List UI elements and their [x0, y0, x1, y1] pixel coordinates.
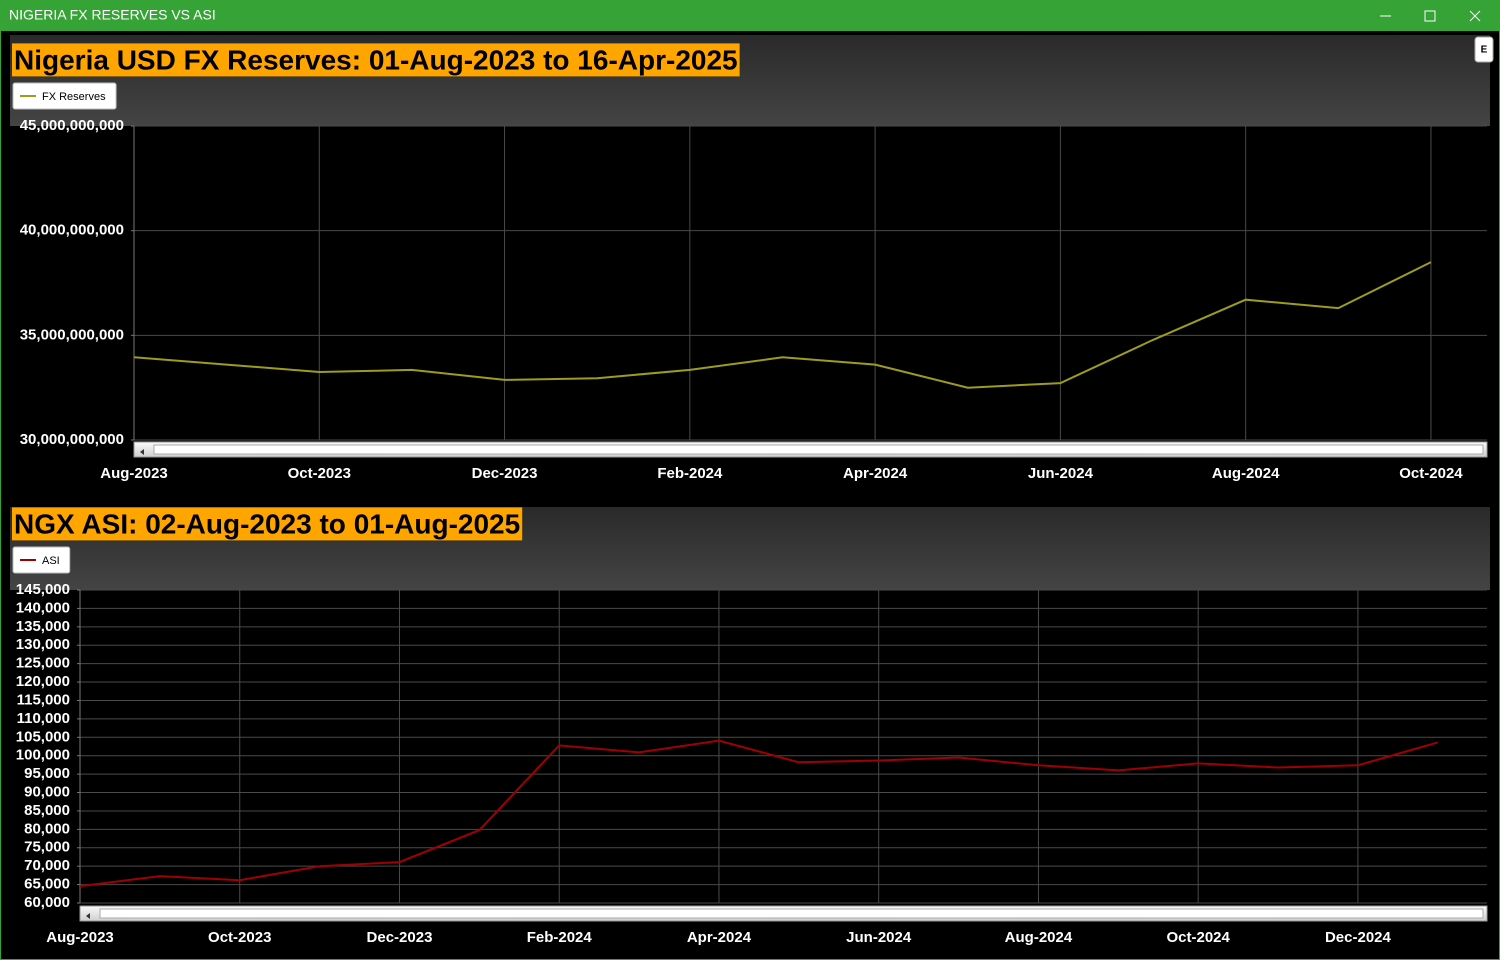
x-tick-label: Apr-2024	[843, 465, 908, 482]
y-tick-label: 70,000	[24, 857, 70, 874]
y-tick-label: 100,000	[16, 747, 70, 764]
legend-label: FX Reserves	[42, 91, 106, 103]
legend: FX Reserves	[12, 82, 117, 110]
legend-label: ASI	[42, 555, 60, 567]
x-tick-label: Dec-2024	[1325, 929, 1392, 946]
scroll-left-arrow	[86, 913, 90, 919]
scrollbar-thumb	[99, 908, 1484, 919]
x-tick-label: Oct-2024	[1166, 929, 1230, 946]
plot-area	[80, 590, 1487, 903]
title-bar	[0, 0, 1500, 31]
y-tick-label: 95,000	[24, 765, 70, 782]
y-tick-label: 40,000,000,000	[20, 222, 124, 239]
x-tick-label: Aug-2024	[1212, 465, 1280, 482]
e-button-label: E	[1481, 45, 1488, 56]
y-tick-label: 145,000	[16, 581, 70, 598]
chart-title-bg	[12, 507, 523, 541]
y-tick-label: 110,000	[17, 710, 70, 727]
e-button[interactable]	[1474, 36, 1494, 63]
x-tick-label: Aug-2023	[100, 465, 168, 482]
y-tick-label: 35,000,000,000	[20, 326, 124, 343]
y-tick-label: 115,000	[17, 691, 70, 708]
x-tick-label: Apr-2024	[687, 929, 752, 946]
window-title: NIGERIA FX RESERVES VS ASI	[9, 7, 216, 23]
y-tick-label: 105,000	[16, 728, 70, 745]
y-tick-label: 125,000	[16, 655, 70, 672]
close-button[interactable]	[1469, 10, 1481, 22]
data-line	[134, 261, 1432, 389]
x-tick-label: Dec-2023	[472, 465, 538, 482]
chart-panel: NGX ASI: 02-Aug-2023 to 01-Aug-2025 ASI 60…	[10, 507, 1490, 946]
legend: ASI	[12, 546, 71, 574]
x-tick-label: Dec-2023	[367, 929, 433, 946]
data-line	[80, 739, 1439, 888]
x-tick-label: Jun-2024	[1028, 465, 1094, 482]
x-tick-label: Oct-2024	[1399, 465, 1463, 482]
y-tick-label: 140,000	[16, 599, 70, 616]
y-tick-label: 65,000	[24, 876, 70, 893]
y-tick-label: 85,000	[24, 802, 70, 819]
x-tick-label: Oct-2023	[288, 465, 351, 482]
x-tick-label: Oct-2023	[208, 929, 271, 946]
y-tick-label: 45,000,000,000	[20, 117, 124, 134]
charts: Nigeria USD FX Reserves: 01-Aug-2023 to …	[10, 35, 1490, 946]
legend-box	[12, 546, 71, 574]
scroll-left-arrow	[140, 449, 144, 455]
y-tick-label: 120,000	[16, 673, 70, 690]
scrollbar-thumb	[153, 444, 1484, 455]
y-tick-label: 30,000,000,000	[20, 431, 124, 448]
y-tick-label: 130,000	[16, 636, 70, 653]
x-tick-label: Aug-2024	[1005, 929, 1073, 946]
x-tick-label: Jun-2024	[846, 929, 912, 946]
x-tick-label: Aug-2023	[46, 929, 114, 946]
y-tick-label: 75,000	[24, 839, 70, 856]
x-tick-label: Feb-2024	[657, 465, 723, 482]
y-tick-label: 60,000	[24, 894, 70, 911]
maximize-button[interactable]	[1424, 10, 1436, 22]
plot-area	[134, 126, 1487, 440]
legend-box	[12, 82, 117, 110]
y-tick-label: 135,000	[16, 618, 70, 635]
chart-title: NGX ASI: 02-Aug-2023 to 01-Aug-2025	[14, 508, 520, 539]
y-tick-label: 80,000	[24, 820, 70, 837]
x-tick-label: Feb-2024	[527, 929, 593, 946]
y-tick-label: 90,000	[24, 783, 70, 800]
chart-title: Nigeria USD FX Reserves: 01-Aug-2023 to …	[14, 44, 738, 75]
chart-panel: Nigeria USD FX Reserves: 01-Aug-2023 to …	[10, 35, 1490, 482]
chart-title-bg	[12, 43, 740, 77]
